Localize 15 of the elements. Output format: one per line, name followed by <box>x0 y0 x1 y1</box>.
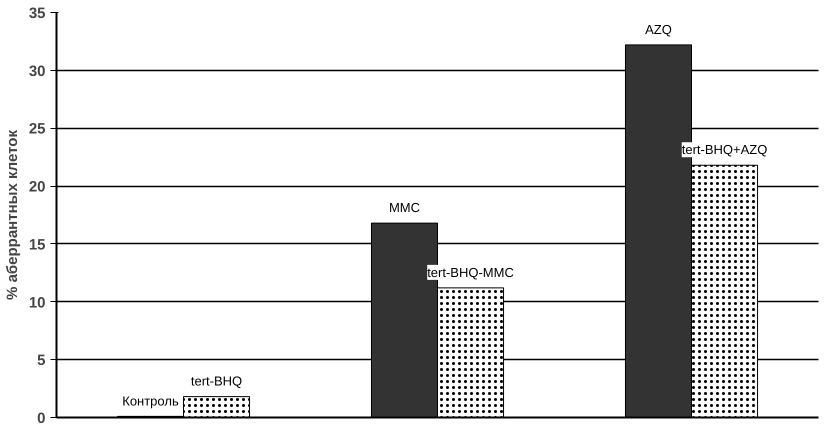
y-tick-label: 15 <box>28 236 46 254</box>
y-tick-label: 20 <box>28 178 46 196</box>
y-tick-label: 25 <box>28 120 46 138</box>
y-tick-label: 5 <box>37 352 46 370</box>
data-label: tert-BHQ-MMC <box>427 264 514 280</box>
y-tick-label: 30 <box>28 62 46 80</box>
y-axis-title: % аберрантных клеток <box>4 130 21 300</box>
y-tick-label: 0 <box>37 410 46 425</box>
y-tick-label: 10 <box>28 294 46 312</box>
data-label: AZQ <box>645 22 672 37</box>
data-label: MMC <box>388 200 420 216</box>
data-label: Контроль <box>122 393 179 408</box>
data-label: tert-BHQ+AZQ <box>682 142 768 158</box>
y-tick-label: 35 <box>28 5 46 22</box>
data-label: tert-BHQ <box>190 374 242 389</box>
